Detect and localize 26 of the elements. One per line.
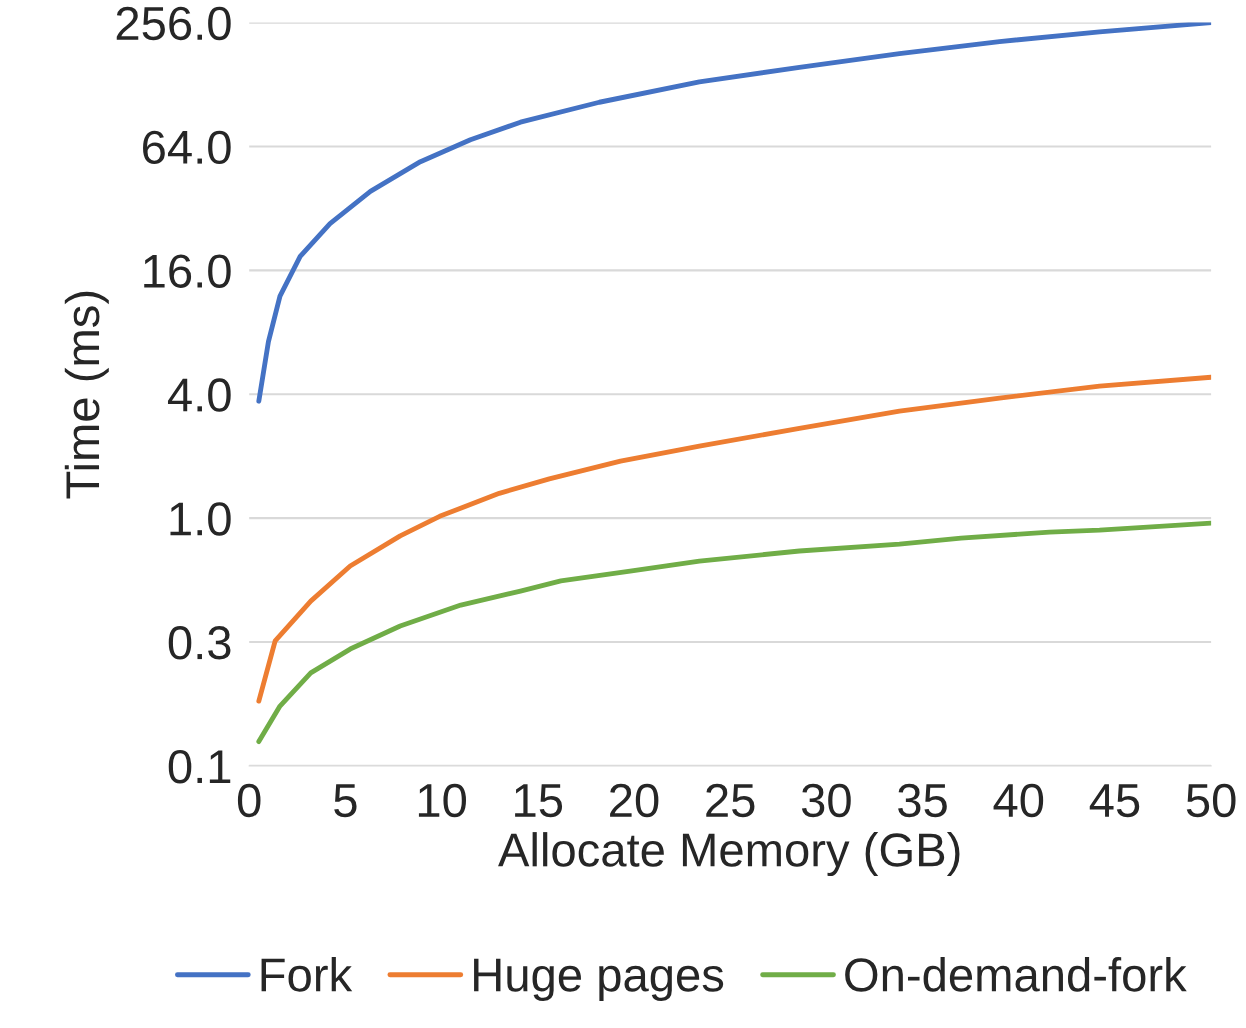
x-tick-label: 25	[706, 783, 755, 818]
legend-label: Fork	[261, 957, 353, 992]
x-tick-label: 30	[801, 783, 851, 818]
y-tick-label: 1.0	[170, 502, 231, 536]
x-axis-title: Allocate Memory (GB)	[498, 832, 960, 877]
y-tick-label: 16.0	[144, 254, 231, 288]
line-series	[256, 22, 1212, 404]
x-tick-label: 50	[1186, 783, 1236, 818]
y-tick-label: 4.0	[167, 378, 231, 412]
x-tick-label: 0	[237, 783, 261, 818]
x-tick-label: 10	[418, 783, 466, 818]
x-tick-label: 15	[515, 784, 563, 818]
y-tick-label: 64.0	[143, 130, 231, 165]
x-tick-label: 20	[610, 783, 659, 818]
y-tick-label: 256.0	[116, 6, 231, 41]
x-tick-label: 5	[334, 784, 357, 818]
x-tick-label: 40	[993, 783, 1044, 818]
y-tick-label: 0.1	[168, 750, 231, 784]
line-series	[256, 374, 1212, 704]
legend-label: On-demand-fork	[845, 957, 1187, 992]
line-series	[256, 520, 1212, 745]
y-tick-label: 0.3	[168, 626, 231, 660]
legend-label: Huge pages	[474, 958, 724, 1002]
y-axis-title: Time (ms)	[64, 291, 109, 499]
x-tick-label: 45	[1089, 784, 1140, 818]
x-tick-label: 35	[898, 783, 947, 818]
